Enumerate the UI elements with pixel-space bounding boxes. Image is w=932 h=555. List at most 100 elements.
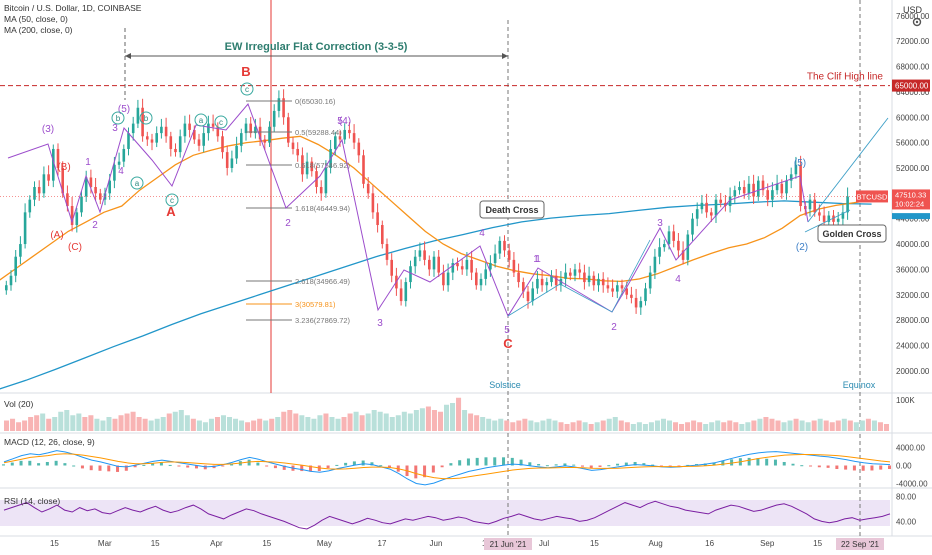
candle-body: [343, 129, 346, 140]
macd-histogram-bar: [54, 460, 58, 466]
volume-bar: [70, 415, 76, 431]
volume-bar: [329, 417, 335, 431]
candle-body: [268, 126, 271, 143]
candle-body: [348, 129, 351, 134]
macd-histogram-bar: [826, 465, 830, 468]
volume-bar: [715, 420, 721, 431]
candle-body: [258, 126, 262, 140]
volume-bar: [462, 410, 468, 431]
candle-body: [569, 272, 572, 276]
candle-body: [418, 250, 422, 257]
golden-cross-box[interactable]: [817, 224, 887, 243]
price-tick-label: 52000.00: [896, 164, 930, 173]
macd-histogram-bar: [519, 459, 523, 466]
candle-body: [663, 244, 666, 248]
macd-histogram-bar: [2, 464, 5, 466]
macd-histogram-bar: [616, 463, 620, 466]
time-axis-label: Apr: [210, 539, 223, 548]
wave-label: 5: [337, 116, 343, 127]
wave-label: (3): [42, 124, 54, 135]
macd-histogram-bar: [80, 465, 84, 469]
macd-histogram-bar: [642, 463, 646, 466]
candle-body: [225, 152, 229, 168]
price-tick-label: 36000.00: [896, 265, 930, 274]
candle-body: [14, 256, 17, 276]
volume-bar: [245, 422, 251, 431]
wave-circle: [130, 176, 144, 190]
volume-bar: [636, 422, 642, 431]
macd-pane-label: MACD (12, 26, close, 9): [4, 437, 95, 447]
time-axis-label: 15: [151, 539, 160, 548]
ma50-legend[interactable]: MA (50, close, 0): [4, 14, 68, 24]
candle-body: [479, 278, 483, 286]
death-cross-box[interactable]: [479, 200, 545, 219]
volume-bar: [293, 413, 299, 431]
macd-histogram-bar: [844, 465, 848, 470]
volume-bar: [805, 422, 811, 431]
macd-histogram-bar: [870, 465, 874, 471]
volume-bar: [136, 417, 142, 431]
macd-histogram-bar: [440, 465, 444, 468]
volume-bar: [691, 420, 697, 431]
candle-body: [512, 259, 516, 273]
volume-bar: [564, 424, 570, 431]
time-axis-label: 17: [378, 539, 387, 548]
macd-histogram-bar: [387, 465, 391, 468]
macd-histogram-bar: [194, 465, 198, 469]
volume-bar: [341, 417, 347, 431]
candle-body: [296, 148, 299, 156]
wave-label: 3: [112, 123, 118, 134]
volume-bar: [389, 417, 395, 431]
volume-bar: [654, 420, 660, 431]
golden-cross-label: Golden Cross: [822, 229, 881, 239]
candle-body: [334, 136, 337, 149]
macd-histogram-bar: [572, 464, 576, 466]
candle-body: [757, 180, 760, 197]
candle-body: [620, 285, 624, 289]
candle-body: [526, 291, 530, 302]
price-tick-label: 60000.00: [896, 113, 930, 122]
volume-bar: [142, 418, 148, 431]
volume-bar: [685, 422, 691, 431]
candle-body: [691, 218, 694, 235]
volume-bar: [727, 420, 733, 431]
volume-tick-label: 100K: [896, 396, 915, 405]
macd-histogram-bar: [607, 465, 611, 467]
wave-label-big: C: [503, 336, 513, 351]
fib-level-label: 3.236(27869.72): [295, 316, 351, 325]
volume-bar: [76, 413, 82, 431]
volume-bar: [323, 413, 329, 431]
wave-circle: [165, 193, 179, 207]
volume-bar: [456, 397, 462, 431]
candle-body: [409, 266, 412, 283]
gear-icon[interactable]: [908, 14, 926, 30]
ma200-legend[interactable]: MA (200, close, 0): [4, 25, 73, 35]
candle-body: [263, 139, 267, 143]
volume-bar: [317, 415, 323, 431]
rsi-band: [0, 500, 890, 526]
volume-bar: [269, 418, 275, 431]
macd-histogram-bar: [730, 459, 734, 466]
time-axis-label: 15: [590, 539, 599, 548]
current-price-label: 47510.33: [895, 190, 926, 199]
candle-body: [710, 212, 713, 216]
candle-body: [728, 196, 732, 207]
volume-bar: [739, 424, 745, 431]
macd-histogram-bar: [98, 465, 102, 471]
candle-body: [99, 193, 102, 200]
macd-histogram-bar: [537, 464, 541, 466]
candle-body: [146, 136, 149, 140]
macd-histogram-bar: [791, 463, 795, 466]
candle-body: [80, 196, 83, 213]
macd-histogram-bar: [852, 465, 856, 471]
candle-body: [808, 199, 812, 210]
volume-bar: [594, 422, 600, 431]
volume-bar: [395, 415, 401, 431]
volume-bar: [648, 422, 654, 431]
volume-bar: [576, 420, 582, 431]
wave-label-big: B: [241, 64, 250, 79]
wave-label: 1: [533, 254, 539, 265]
macd-histogram-bar: [142, 464, 146, 466]
